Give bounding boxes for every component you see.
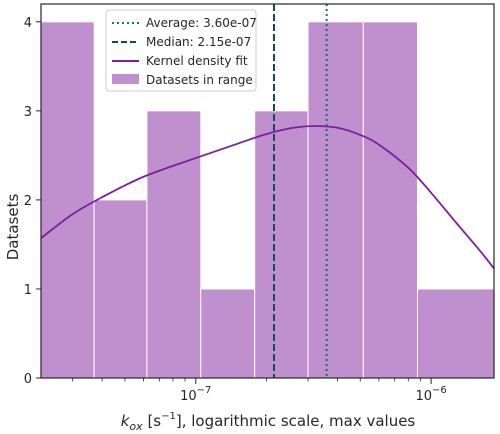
legend: Average: 3.60e-07 Median: 2.15e-07 Kerne… (105, 9, 257, 92)
y-tick-label: 0 (24, 372, 32, 387)
plot-frame (40, 3, 495, 379)
x-axis-label-var: k (121, 412, 131, 430)
y-tick-label: 1 (24, 283, 32, 298)
histogram-bar (362, 21, 418, 379)
legend-kde-label: Kernel density fit (146, 54, 248, 68)
x-ticks: 10−7 10−6 (72, 378, 447, 404)
histogram-bar (416, 288, 495, 379)
histogram-bar (146, 110, 202, 379)
kde-curve (40, 125, 495, 270)
y-tick-label: 4 (24, 16, 32, 31)
x-tick-label: 10−7 (180, 385, 211, 404)
x-axis-label-unit-close: ], logarithmic scale, max values (176, 412, 416, 430)
x-axis-label-unit-exp: −1 (161, 411, 176, 422)
bars-group (40, 21, 495, 379)
histogram-bar (307, 21, 364, 379)
legend-datasets-swatch (112, 74, 139, 84)
histogram-bar (200, 288, 256, 379)
y-axis-label: Datasets (4, 194, 22, 261)
axes (40, 3, 495, 379)
x-axis-label: kox [s−1], logarithmic scale, max values (121, 411, 416, 433)
y-tick-label: 2 (24, 194, 32, 209)
x-tick-label: 10−6 (415, 385, 446, 404)
histogram-bar (40, 21, 95, 379)
histogram-bar (93, 199, 148, 379)
y-ticks: 0 1 2 3 4 (24, 16, 41, 387)
histogram-bar (254, 110, 309, 379)
x-axis-label-unit-open: [s (143, 412, 162, 430)
legend-average-label: Average: 3.60e-07 (146, 16, 257, 30)
x-axis-label-sub: ox (129, 420, 143, 433)
legend-median-label: Median: 2.15e-07 (146, 35, 251, 49)
y-tick-label: 3 (24, 105, 32, 120)
legend-datasets-label: Datasets in range (146, 73, 253, 87)
legend-box (105, 9, 257, 92)
